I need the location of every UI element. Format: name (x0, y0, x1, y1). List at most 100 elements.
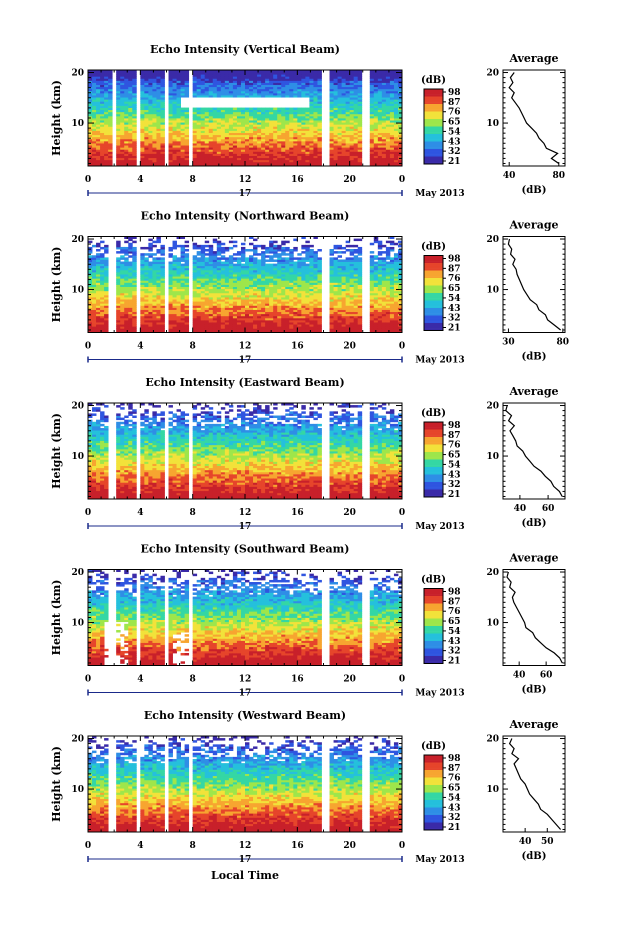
heatmap-cell (120, 107, 125, 111)
heatmap-cell (116, 305, 121, 308)
heatmap-cell (232, 120, 238, 123)
heatmap-cell (160, 147, 165, 150)
heatmap-cell (120, 330, 125, 333)
heatmap-cell (301, 95, 306, 98)
heatmap-cell (293, 111, 298, 115)
heatmap-cell (220, 143, 226, 146)
colorbar-swatch (424, 158, 443, 161)
heatmap-cell (100, 261, 105, 265)
heatmap-cell (120, 105, 125, 108)
heatmap-cell (273, 92, 278, 96)
heatmap-cell (108, 151, 113, 154)
heatmap-cell (273, 107, 278, 111)
heatmap-cell (369, 134, 375, 138)
heatmap-cell (120, 113, 125, 117)
heatmap-cell (128, 136, 133, 140)
heatmap-cell (277, 136, 282, 140)
heatmap-cell (120, 118, 125, 121)
heatmap-cell (345, 101, 351, 104)
heatmap-cell (309, 118, 314, 121)
heatmap-cell (265, 161, 270, 165)
heatmap-cell (156, 161, 161, 165)
heatmap-cell (329, 72, 334, 75)
heatmap-cell (385, 78, 391, 81)
heatmap-cell (349, 124, 355, 127)
heatmap-cell (313, 155, 318, 159)
heatmap-cell (124, 103, 129, 106)
heatmap-cell (289, 126, 294, 129)
heatmap-cell (301, 78, 306, 81)
heatmap-cell (92, 157, 97, 161)
heatmap-cell (385, 101, 391, 104)
heatmap-cell (224, 84, 230, 88)
heatmap-cell (144, 95, 149, 98)
heatmap-cell (148, 132, 153, 136)
heatmap-cell (397, 74, 403, 77)
heatmap-cell (245, 155, 250, 159)
heatmap-cell (128, 84, 133, 88)
heatmap-cell (236, 88, 242, 92)
heatmap-cell (180, 145, 186, 148)
heatmap-cell (88, 286, 93, 290)
heatmap-cell (204, 80, 210, 83)
heatmap-cell (240, 115, 246, 119)
heatmap-cell (148, 72, 153, 75)
heatmap-cell (232, 157, 238, 161)
heatmap-cell (96, 109, 101, 113)
heatmap-cell (204, 149, 210, 152)
heatmap-cell (204, 147, 210, 150)
heatmap-cell (232, 159, 238, 163)
heatmap-cell (124, 92, 129, 96)
heatmap-cell (385, 124, 391, 127)
heatmap-cell (341, 70, 347, 73)
heatmap-cell (329, 97, 334, 100)
heatmap-cell (120, 122, 125, 125)
heatmap-cell (397, 124, 403, 127)
heatmap-cell (357, 74, 363, 77)
heatmap-cell (341, 124, 347, 127)
heatmap-cell (285, 74, 290, 77)
heatmap-cell (124, 82, 129, 86)
heatmap-cell (285, 163, 290, 167)
heatmap-cell (216, 76, 222, 79)
heatmap-cell (249, 88, 254, 92)
heatmap-cell (393, 159, 399, 163)
heatmap-cell (132, 149, 137, 152)
heatmap-cell (385, 155, 391, 159)
heatmap-cell (301, 86, 306, 90)
heatmap-cell (317, 99, 322, 102)
heatmap-cell (265, 76, 270, 79)
heatmap-cell (381, 149, 387, 152)
heatmap-cell (88, 307, 93, 310)
heatmap-cell (224, 153, 230, 156)
heatmap-cell (160, 101, 165, 104)
heatmap-cell (196, 111, 202, 115)
heatmap-cell (192, 113, 198, 117)
heatmap-cell (180, 134, 186, 138)
heatmap-cell (273, 161, 278, 165)
colorbar-swatch (424, 149, 443, 152)
heatmap-cell (100, 257, 105, 260)
heatmap-cell (124, 105, 129, 108)
heatmap-cell (108, 120, 113, 123)
heatmap-cell (341, 159, 347, 163)
heatmap-cell (240, 163, 246, 167)
heatmap-cell (369, 115, 375, 119)
heatmap-cell (249, 107, 254, 111)
heatmap-cell (305, 107, 310, 111)
heatmap-cell (389, 107, 395, 111)
heatmap-cell (357, 140, 363, 144)
heatmap-cell (369, 120, 375, 123)
heatmap-cell (116, 280, 121, 283)
heatmap-cell (397, 90, 403, 94)
heatmap-cell (144, 151, 149, 154)
heatmap-cell (116, 155, 121, 159)
heatmap-cell (192, 74, 198, 77)
heatmap-cell (160, 132, 165, 136)
heatmap-cell (305, 128, 310, 131)
heatmap-cell (104, 82, 109, 86)
heatmap-cell (297, 161, 302, 165)
heatmap-cell (132, 132, 137, 136)
heatmap-cell (397, 109, 403, 113)
heatmap-cell (385, 72, 391, 75)
